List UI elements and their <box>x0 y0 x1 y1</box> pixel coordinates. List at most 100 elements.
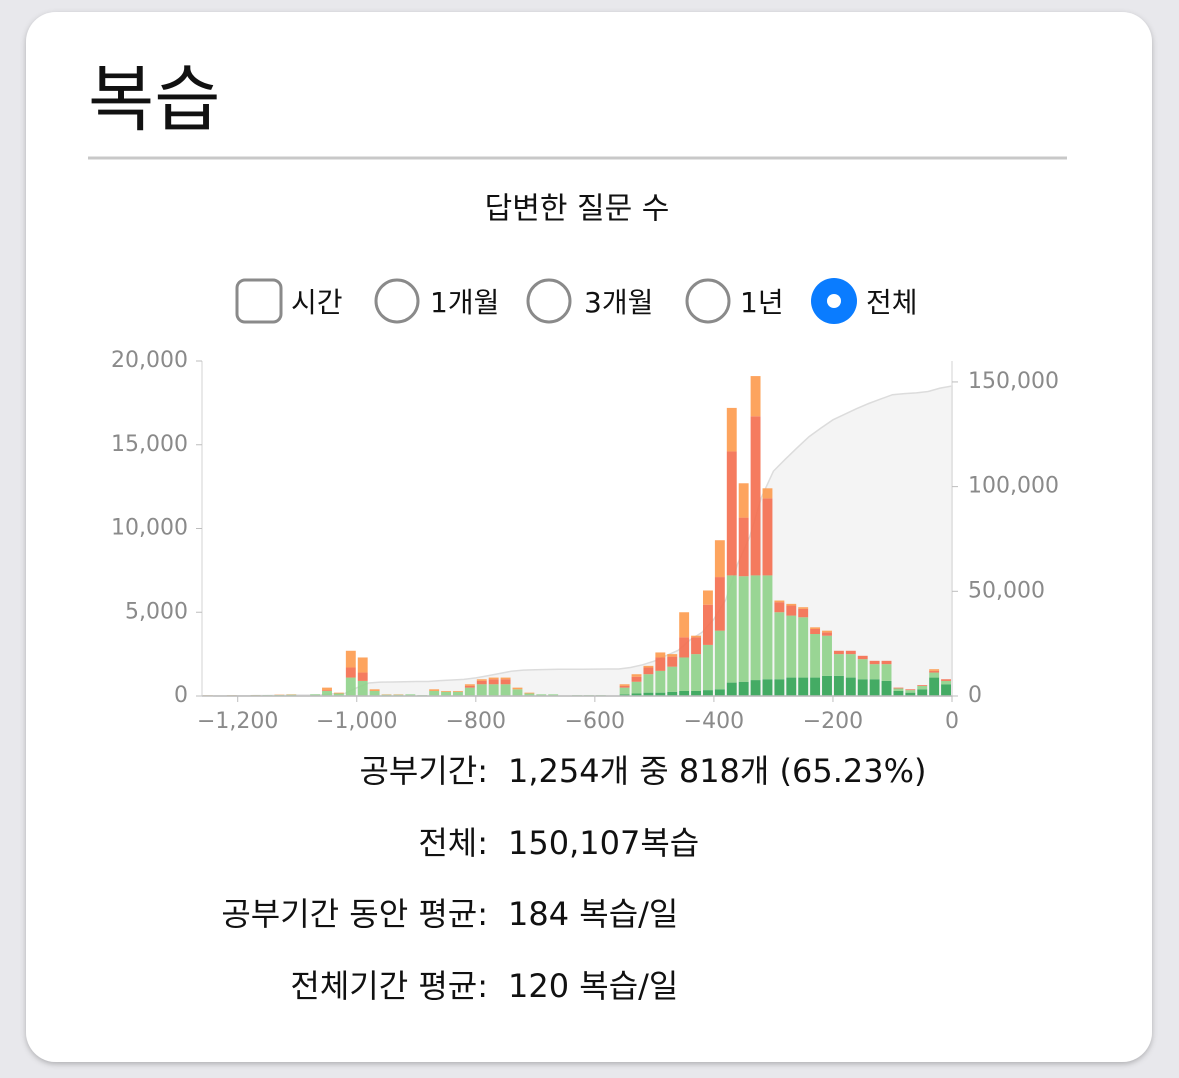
bar-segment <box>703 644 713 691</box>
bar-segment <box>524 693 535 696</box>
bar-segment <box>333 692 344 694</box>
bar-segment <box>679 690 690 696</box>
bar-segment <box>738 483 749 518</box>
bar-segment <box>714 689 725 696</box>
bar-segment <box>691 654 701 691</box>
section-title: 복습 <box>88 58 220 142</box>
bar-segment <box>786 615 797 678</box>
bar-segment <box>667 666 678 692</box>
bar-segment <box>703 590 713 605</box>
bar-segment <box>679 612 690 638</box>
bar-segment <box>881 664 892 681</box>
bar-segment <box>762 498 773 576</box>
bar-segment <box>822 635 832 676</box>
bar-segment <box>429 690 440 696</box>
bar-segment <box>703 604 713 645</box>
stat-label: 전체: <box>418 824 488 862</box>
stat-value: 150,107복습 <box>508 824 699 862</box>
bar-segment <box>786 605 797 616</box>
bar-segment <box>357 680 368 696</box>
bar-segment <box>655 657 666 671</box>
bar-segment <box>500 684 511 696</box>
bar-segment <box>822 632 832 636</box>
bar-segment <box>643 665 654 668</box>
stat-label: 전체기간 평균: <box>290 967 488 1005</box>
bar-segment <box>726 407 737 452</box>
bar-segment <box>441 691 451 696</box>
option-label[interactable]: 전체 <box>866 286 918 319</box>
bar-segment <box>536 694 547 696</box>
bar-segment <box>905 690 916 693</box>
bar-segment <box>643 674 654 693</box>
bar-segment <box>655 670 666 693</box>
bar-segment <box>929 672 940 678</box>
x-tick-label: −1,200 <box>197 709 278 734</box>
bar-segment <box>941 684 951 696</box>
radio[interactable] <box>526 278 572 324</box>
y-tick-label: 10,000 <box>111 516 188 541</box>
bar-segment <box>881 660 892 665</box>
option-label[interactable]: 시간 <box>291 286 343 319</box>
bar-segment <box>929 669 940 671</box>
card <box>26 12 1152 1062</box>
bar-segment <box>822 630 832 633</box>
bar-segment <box>857 659 868 680</box>
bar-segment <box>726 682 737 696</box>
bar-segment <box>476 679 487 681</box>
bar-segment <box>714 630 725 690</box>
bar-segment <box>905 689 916 691</box>
bar-segment <box>310 694 321 696</box>
bar-segment <box>833 654 844 676</box>
bar-segment <box>738 681 749 696</box>
bar-segment <box>691 690 701 696</box>
y-tick-label: 15,000 <box>111 432 188 457</box>
radio[interactable] <box>685 278 731 324</box>
bar-segment <box>762 575 773 680</box>
bar-segment <box>833 650 844 655</box>
option-label[interactable]: 1년 <box>740 286 784 319</box>
x-tick-label: −1,000 <box>316 709 397 734</box>
bar-segment <box>345 667 356 678</box>
bar-segment <box>643 667 654 675</box>
radio[interactable] <box>374 278 420 324</box>
bar-segment <box>810 627 821 629</box>
bar-segment <box>357 657 368 673</box>
y2-tick-label: 50,000 <box>968 578 1045 603</box>
bar-segment <box>762 679 773 696</box>
bar-segment <box>643 692 654 696</box>
bar-segment <box>798 607 809 609</box>
bar-segment <box>857 679 868 696</box>
stat-label: 공부기간 동안 평균: <box>221 895 488 933</box>
bar-segment <box>750 680 761 696</box>
bar-segment <box>845 650 856 655</box>
bar-segment <box>631 676 642 682</box>
bar-segment <box>655 692 666 696</box>
bar-segment <box>464 687 475 696</box>
bar-segment <box>619 694 630 696</box>
bar-segment <box>345 650 356 668</box>
bar-segment <box>357 672 368 681</box>
bar-segment <box>679 657 690 691</box>
checkbox[interactable] <box>235 278 283 324</box>
bar-segment <box>322 690 332 696</box>
radio-dot <box>827 294 841 308</box>
bar-segment <box>691 635 701 638</box>
bar-segment <box>798 617 809 678</box>
bar-segment <box>429 689 440 691</box>
bar-segment <box>345 677 356 696</box>
bar-segment <box>714 577 725 631</box>
bar-segment <box>619 685 630 688</box>
bar-segment <box>464 684 475 686</box>
bar-segment <box>667 654 678 657</box>
bar-segment <box>738 576 749 682</box>
x-tick-label: −800 <box>446 709 506 734</box>
bar-segment <box>619 684 630 686</box>
option-label[interactable]: 3개월 <box>584 286 653 319</box>
bar-segment <box>488 684 499 696</box>
stat-label: 공부기간: <box>359 752 488 790</box>
chart-title: 답변한 질문 수 <box>485 192 670 227</box>
bar-segment <box>333 693 344 696</box>
option-label[interactable]: 1개월 <box>430 286 499 319</box>
x-tick-label: −400 <box>684 709 744 734</box>
